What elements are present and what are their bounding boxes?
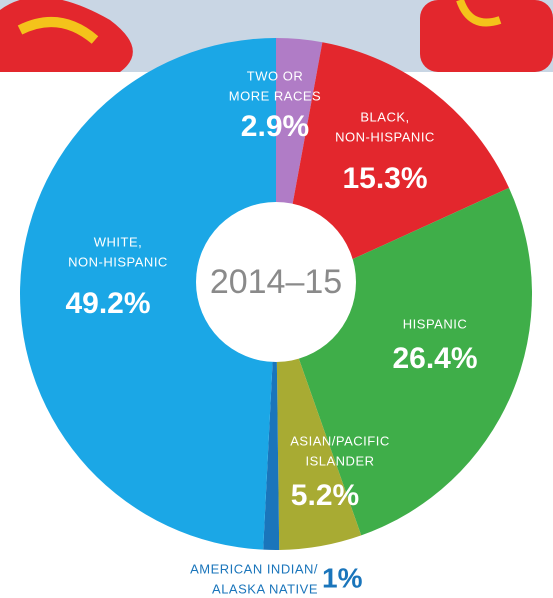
slice-label: NON-HISPANIC (68, 254, 168, 269)
squiggle (456, 0, 502, 27)
slice-label: BLACK, (360, 109, 409, 124)
slice-label: HISPANIC (403, 316, 467, 331)
slice-label: MORE RACES (229, 88, 321, 103)
slice-label: ASIAN/PACIFIC (290, 433, 389, 448)
value-label: 1% (322, 562, 363, 593)
value-label: 2.9% (241, 110, 309, 143)
blob (0, 0, 133, 72)
slice-label: ALASKA NATIVE (212, 581, 318, 596)
value-label: 49.2% (65, 287, 150, 320)
donut-hole (196, 202, 356, 362)
slice-label: ISLANDER (305, 453, 374, 468)
squiggle (17, 17, 99, 44)
slice-label: TWO OR (247, 68, 303, 83)
value-label: 15.3% (342, 162, 427, 195)
value-label: 26.4% (392, 342, 477, 375)
block (420, 0, 553, 72)
slice-label: NON-HISPANIC (335, 129, 435, 144)
slice-label: AMERICAN INDIAN/ (190, 561, 318, 576)
value-label: 5.2% (291, 479, 359, 512)
slice (20, 38, 277, 550)
slice-label: WHITE, (94, 234, 143, 249)
center-label: 2014–15 (210, 263, 342, 301)
labels: TWO OR MORE RACES 2.9% BLACK, NON-HISPANIC 15… (65, 68, 477, 596)
